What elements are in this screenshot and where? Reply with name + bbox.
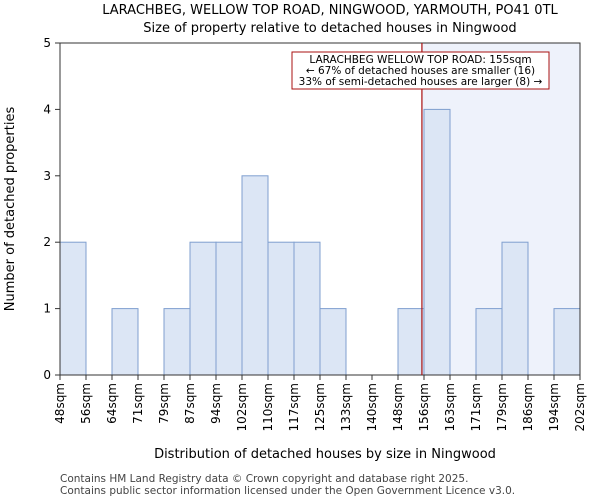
x-tick-label: 110sqm [261,383,275,431]
chart-subtitle: Size of property relative to detached ho… [143,21,516,36]
footer-copyright: Contains HM Land Registry data © Crown c… [60,473,468,485]
x-tick-label: 171sqm [469,383,483,431]
bar [319,308,347,376]
y-tick-label: 1 [43,302,51,316]
bar [293,241,321,376]
bar [397,308,425,376]
x-tick-label: 64sqm [105,383,119,424]
x-tick-label: 186sqm [521,383,535,431]
x-tick-label: 179sqm [495,383,509,431]
bar [215,241,243,376]
y-tick-label: 5 [43,36,51,50]
x-tick-label: 71sqm [131,383,145,424]
x-tick-label: 87sqm [183,383,197,424]
x-tick-label: 48sqm [53,383,67,424]
bar [267,241,295,376]
bar [423,108,451,376]
annotation-line: 33% of semi-detached houses are larger (… [299,76,543,88]
bar [553,308,581,376]
x-tick-label: 163sqm [443,383,457,431]
x-tick-label: 56sqm [79,383,93,424]
y-axis-label: Number of detached properties [3,107,18,312]
y-tick-label: 4 [43,102,51,116]
bar [475,308,503,376]
y-tick-label: 2 [43,235,51,249]
bar [189,241,217,376]
footer-licence: Contains public sector information licen… [60,485,515,497]
annotation-line: LARACHBEG WELLOW TOP ROAD: 155sqm [309,54,531,66]
bar [111,308,139,376]
x-tick-label: 102sqm [235,383,249,431]
bar [241,175,269,376]
x-axis-label: Distribution of detached houses by size … [154,447,496,462]
x-tick-label: 133sqm [339,383,353,431]
x-tick-label: 202sqm [573,383,587,431]
y-tick-label: 0 [43,368,51,382]
bar [501,241,529,376]
x-tick-label: 79sqm [157,383,171,424]
bar [163,308,191,376]
x-tick-label: 125sqm [313,383,327,431]
plot-area: 0 1 2 3 4 5 48sqm 56sqm 64sqm 71sqm 79sqm 87sqm 94sq… [43,36,587,431]
annotation-box [291,51,550,90]
x-tick-label: 194sqm [547,383,561,431]
x-tick-label: 140sqm [365,383,379,431]
annotation-line: ← 67% of detached houses are smaller (16… [306,65,535,77]
x-tick-label: 94sqm [209,383,223,424]
x-tick-label: 117sqm [287,383,301,431]
x-tick-label: 148sqm [391,383,405,431]
chart-title: LARACHBEG, WELLOW TOP ROAD, NINGWOOD, YA… [102,3,558,18]
bar [59,241,87,376]
y-tick-label: 3 [43,169,51,183]
x-tick-label: 156sqm [417,383,431,431]
